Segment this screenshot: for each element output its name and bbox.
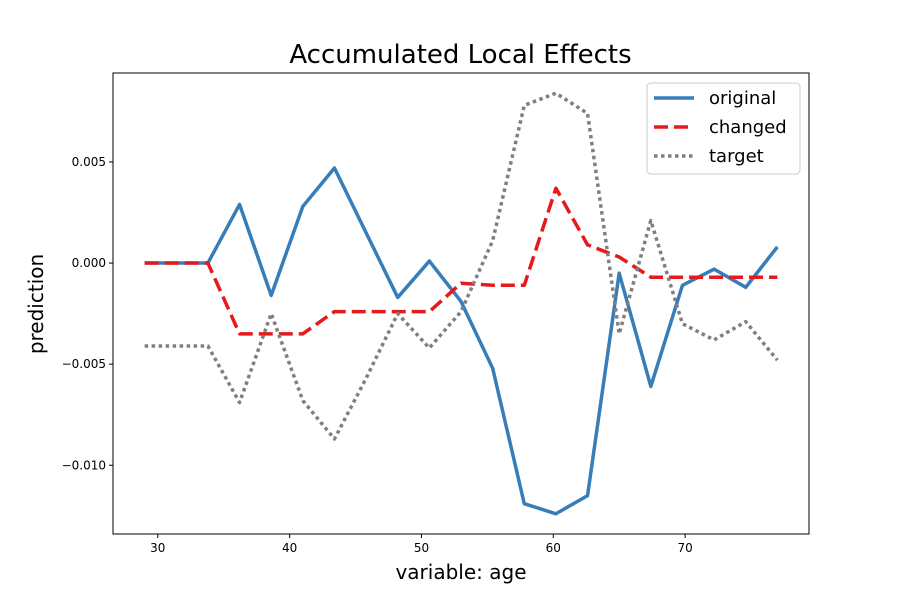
y-tick-label: 0.005: [72, 155, 106, 169]
y-axis-label: prediction: [24, 254, 48, 354]
series-line-original: [144, 166, 779, 516]
y-axis: −0.010 −0.005 0.000 0.005: [62, 155, 113, 472]
legend-label-target: target: [709, 146, 764, 167]
x-tick-label: 30: [150, 541, 165, 555]
legend-box: [646, 82, 801, 175]
series-layer: [144, 91, 779, 516]
series-line-changed: [144, 186, 778, 336]
y-tick-label: 0.000: [72, 256, 106, 270]
chart-title: Accumulated Local Effects: [289, 40, 631, 70]
x-axis: 30 40 50 60 70: [150, 534, 693, 555]
x-tick-label: 40: [282, 541, 297, 555]
x-tick-label: 50: [414, 541, 429, 555]
legend-label-changed: changed: [709, 117, 787, 138]
x-tick-label: 60: [546, 541, 561, 555]
legend-items: original changed target: [654, 88, 787, 167]
x-tick-label: 70: [677, 541, 692, 555]
x-axis-label: variable: age: [395, 560, 526, 584]
plot-frame: [112, 72, 810, 535]
legend: original changed target: [646, 82, 801, 175]
y-tick-label: −0.005: [62, 357, 106, 371]
y-tick-label: −0.010: [62, 458, 106, 472]
legend-label-original: original: [709, 88, 776, 109]
